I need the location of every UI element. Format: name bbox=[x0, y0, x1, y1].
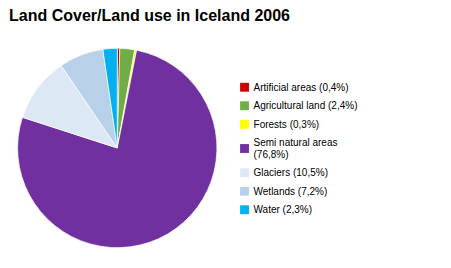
svg-text:Glaciers (10,5%): Glaciers (10,5%) bbox=[254, 167, 328, 178]
svg-text:Semi natural areas(76,8%): Semi natural areas(76,8%) bbox=[254, 137, 338, 160]
svg-text:Artificial areas (0,4%): Artificial areas (0,4%) bbox=[254, 82, 349, 93]
html-text:Land Cover/Land use in Iceland: Land Cover/Land use in Iceland 2006 bbox=[9, 7, 290, 24]
svg-text:Wetlands (7,2%): Wetlands (7,2%) bbox=[254, 186, 328, 197]
svg-text:Forests (0,3%): Forests (0,3%) bbox=[254, 119, 320, 130]
svg-text:Water (2,3%): Water (2,3%) bbox=[254, 204, 313, 215]
svg-text:Agricultural land (2,4%): Agricultural land (2,4%) bbox=[254, 100, 358, 111]
